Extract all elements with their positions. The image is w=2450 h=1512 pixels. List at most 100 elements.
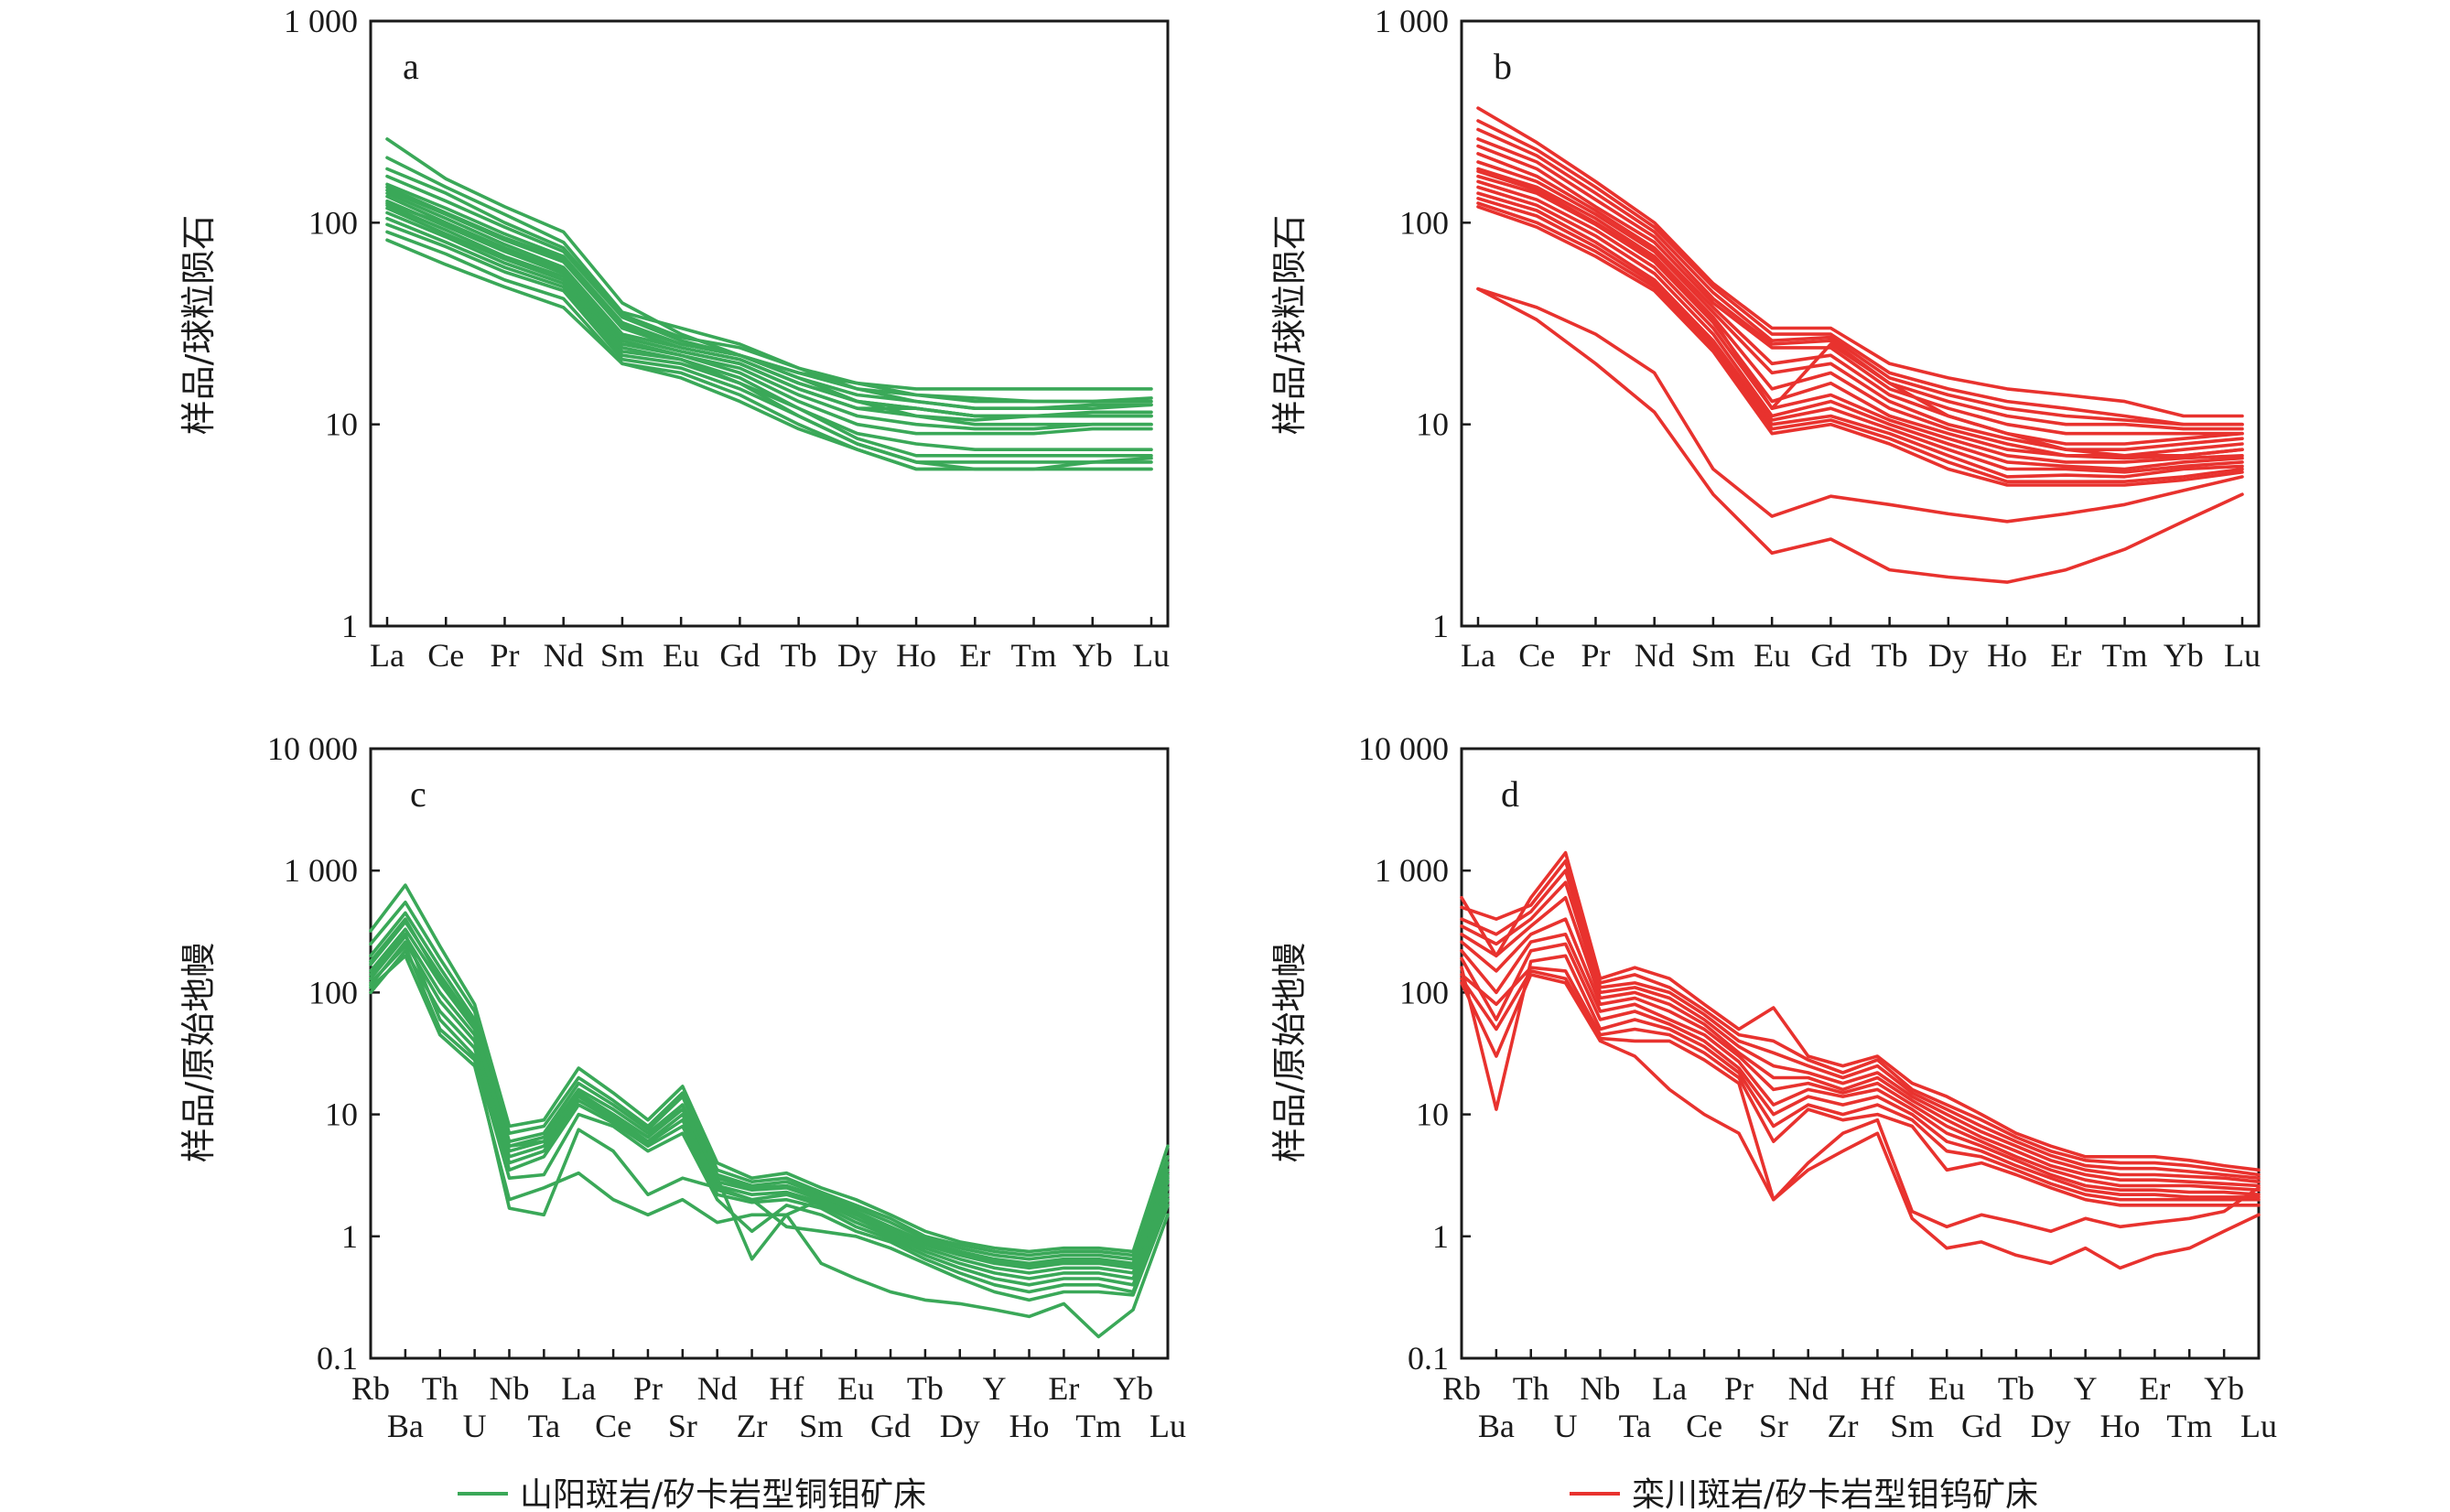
x-tick-label: Gd xyxy=(719,637,760,674)
x-tick-label: Ba xyxy=(387,1408,424,1444)
x-tick-label: Yb xyxy=(1073,637,1113,674)
x-tick-label: Nd xyxy=(697,1370,738,1407)
x-tick-label: Tm xyxy=(1011,637,1057,674)
x-tick-label: Y xyxy=(2074,1370,2098,1407)
sample-line-5 xyxy=(1476,144,2244,436)
sample-line-14 xyxy=(1476,201,2244,484)
panel-a-xticks: La Ce Pr Nd Sm Eu Gd Tb Dy Ho Er Tm Yb Lu xyxy=(370,617,1170,674)
sample-line-8 xyxy=(1460,942,2261,1199)
panel-a-ylabel: 样品/球粒陨石 xyxy=(178,215,219,436)
x-tick-label: Nb xyxy=(1580,1370,1620,1407)
panel-c-frame xyxy=(369,747,1170,1360)
x-tick-label: Dy xyxy=(837,637,878,674)
x-tick-label: Nd xyxy=(1635,637,1675,674)
x-tick-label: Ho xyxy=(1987,637,2027,674)
x-tick-label: La xyxy=(370,637,405,674)
sample-line-3 xyxy=(1460,869,2261,1180)
y-tick-label: 1 xyxy=(1432,1218,1449,1255)
sample-line-12 xyxy=(1460,973,2261,1270)
panel-d-yticks: 0.1 1 10 100 1 000 10 000 xyxy=(1358,730,1471,1377)
y-tick-label: 10 xyxy=(1416,1096,1449,1133)
panel-d-xticks: RbBaThUNbTaLaCePrSrNdZrHfSmEuGdTbDyYHoEr… xyxy=(1442,1349,2277,1444)
panel-d-letter: d xyxy=(1501,773,1519,815)
panel-a-letter: a xyxy=(403,46,419,87)
panel-b-chondrite-ree-chart: b 样品/球粒陨石 1 10 100 1 000 La Ce Pr Nd Sm Eu Gd Tb Dy… xyxy=(1269,3,2261,674)
x-tick-label: Ho xyxy=(2100,1408,2141,1444)
x-tick-label: Tm xyxy=(2166,1408,2212,1444)
sample-line-17 xyxy=(1476,286,2244,524)
x-tick-label: Yb xyxy=(2164,637,2204,674)
x-tick-label: Ta xyxy=(1619,1408,1651,1444)
panel-a-frame xyxy=(369,19,1170,628)
sample-line-5 xyxy=(1460,895,2261,1188)
panel-b-series xyxy=(1476,106,2244,584)
sample-line-11 xyxy=(1476,185,2244,471)
y-tick-label: 1 xyxy=(1432,608,1449,644)
x-tick-label: Ta xyxy=(528,1408,560,1444)
x-tick-label: Ba xyxy=(1478,1408,1515,1444)
x-tick-label: Nd xyxy=(544,637,584,674)
sample-line-5 xyxy=(385,182,1153,411)
sample-line-9 xyxy=(385,199,1153,431)
x-tick-label: Sr xyxy=(1759,1408,1788,1444)
panel-d-frame xyxy=(1460,747,2261,1360)
panel-b-ylabel: 样品/球粒陨石 xyxy=(1269,215,1310,436)
x-tick-label: Yb xyxy=(1113,1370,1153,1407)
y-tick-label: 100 xyxy=(1399,974,1449,1010)
x-tick-label: Sm xyxy=(600,637,644,674)
sample-line-10 xyxy=(1476,179,2244,464)
x-tick-label: Y xyxy=(983,1370,1007,1407)
y-tick-label: 1 000 xyxy=(284,852,358,889)
x-tick-label: Nb xyxy=(489,1370,529,1407)
sample-line-9 xyxy=(369,932,1170,1294)
y-tick-label: 100 xyxy=(308,974,358,1010)
legend-item-luanchuan: 栾川斑岩/矽卡岩型钼钨矿床 xyxy=(1570,1476,2038,1512)
x-tick-label: Ho xyxy=(1009,1408,1050,1444)
x-tick-label: Th xyxy=(422,1370,459,1407)
sample-line-9 xyxy=(1476,174,2244,460)
legend-label-shanyang: 山阳斑岩/矽卡岩型铜钼矿床 xyxy=(520,1476,926,1512)
panel-d-primitive-mantle-spider-chart: d 样品/原始地幔 0.1 1 10 100 1 000 10 000 RbBaThUNb… xyxy=(1269,730,2277,1444)
x-tick-label: Gd xyxy=(1961,1408,2002,1444)
y-tick-label: 100 xyxy=(1399,204,1449,241)
x-tick-label: Zr xyxy=(737,1408,768,1444)
y-tick-label: 10 xyxy=(325,406,358,443)
y-tick-label: 1 000 xyxy=(1375,852,1449,889)
x-tick-label: Sm xyxy=(1691,637,1735,674)
x-tick-label: Rb xyxy=(1442,1370,1481,1407)
sample-line-10 xyxy=(385,203,1153,436)
sample-line-13 xyxy=(1476,197,2244,479)
x-tick-label: Eu xyxy=(837,1370,874,1407)
x-tick-label: Hf xyxy=(1860,1370,1894,1407)
sample-line-2 xyxy=(1476,119,2244,427)
sample-line-18 xyxy=(1476,286,2244,584)
x-tick-label: Dy xyxy=(940,1408,980,1444)
x-tick-label: La xyxy=(561,1370,596,1407)
x-tick-label: Rb xyxy=(351,1370,390,1407)
panel-b-frame xyxy=(1460,19,2261,628)
sample-line-8 xyxy=(369,949,1170,1287)
panel-c-ylabel: 样品/原始地幔 xyxy=(178,943,219,1163)
sample-line-6 xyxy=(369,934,1170,1275)
panel-c-yticks: 0.1 1 10 100 1 000 10 000 xyxy=(267,730,380,1377)
panel-c-xticks: RbBaThUNbTaLaCePrSrNdZrHfSmEuGdTbDyYHoEr… xyxy=(351,1349,1186,1444)
sample-line-7 xyxy=(1476,160,2244,452)
x-tick-label: Ho xyxy=(896,637,936,674)
x-tick-label: Pr xyxy=(633,1370,663,1407)
sample-line-6 xyxy=(1460,917,2261,1192)
sample-line-16 xyxy=(385,238,1153,471)
sample-line-15 xyxy=(1476,205,2244,487)
x-tick-label: Dy xyxy=(2031,1408,2071,1444)
x-tick-label: La xyxy=(1461,637,1495,674)
x-tick-label: Er xyxy=(2139,1370,2170,1407)
sample-line-1 xyxy=(1476,106,2244,418)
sample-line-7 xyxy=(369,940,1170,1280)
x-tick-label: Pr xyxy=(1724,1370,1754,1407)
x-tick-label: Sm xyxy=(1890,1408,1934,1444)
sample-line-10 xyxy=(1460,966,2261,1207)
x-tick-label: Lu xyxy=(1149,1408,1186,1444)
x-tick-label: Th xyxy=(1513,1370,1549,1407)
sample-line-11 xyxy=(385,206,1153,452)
panel-a-yticks: 1 10 100 1 000 xyxy=(284,3,380,644)
